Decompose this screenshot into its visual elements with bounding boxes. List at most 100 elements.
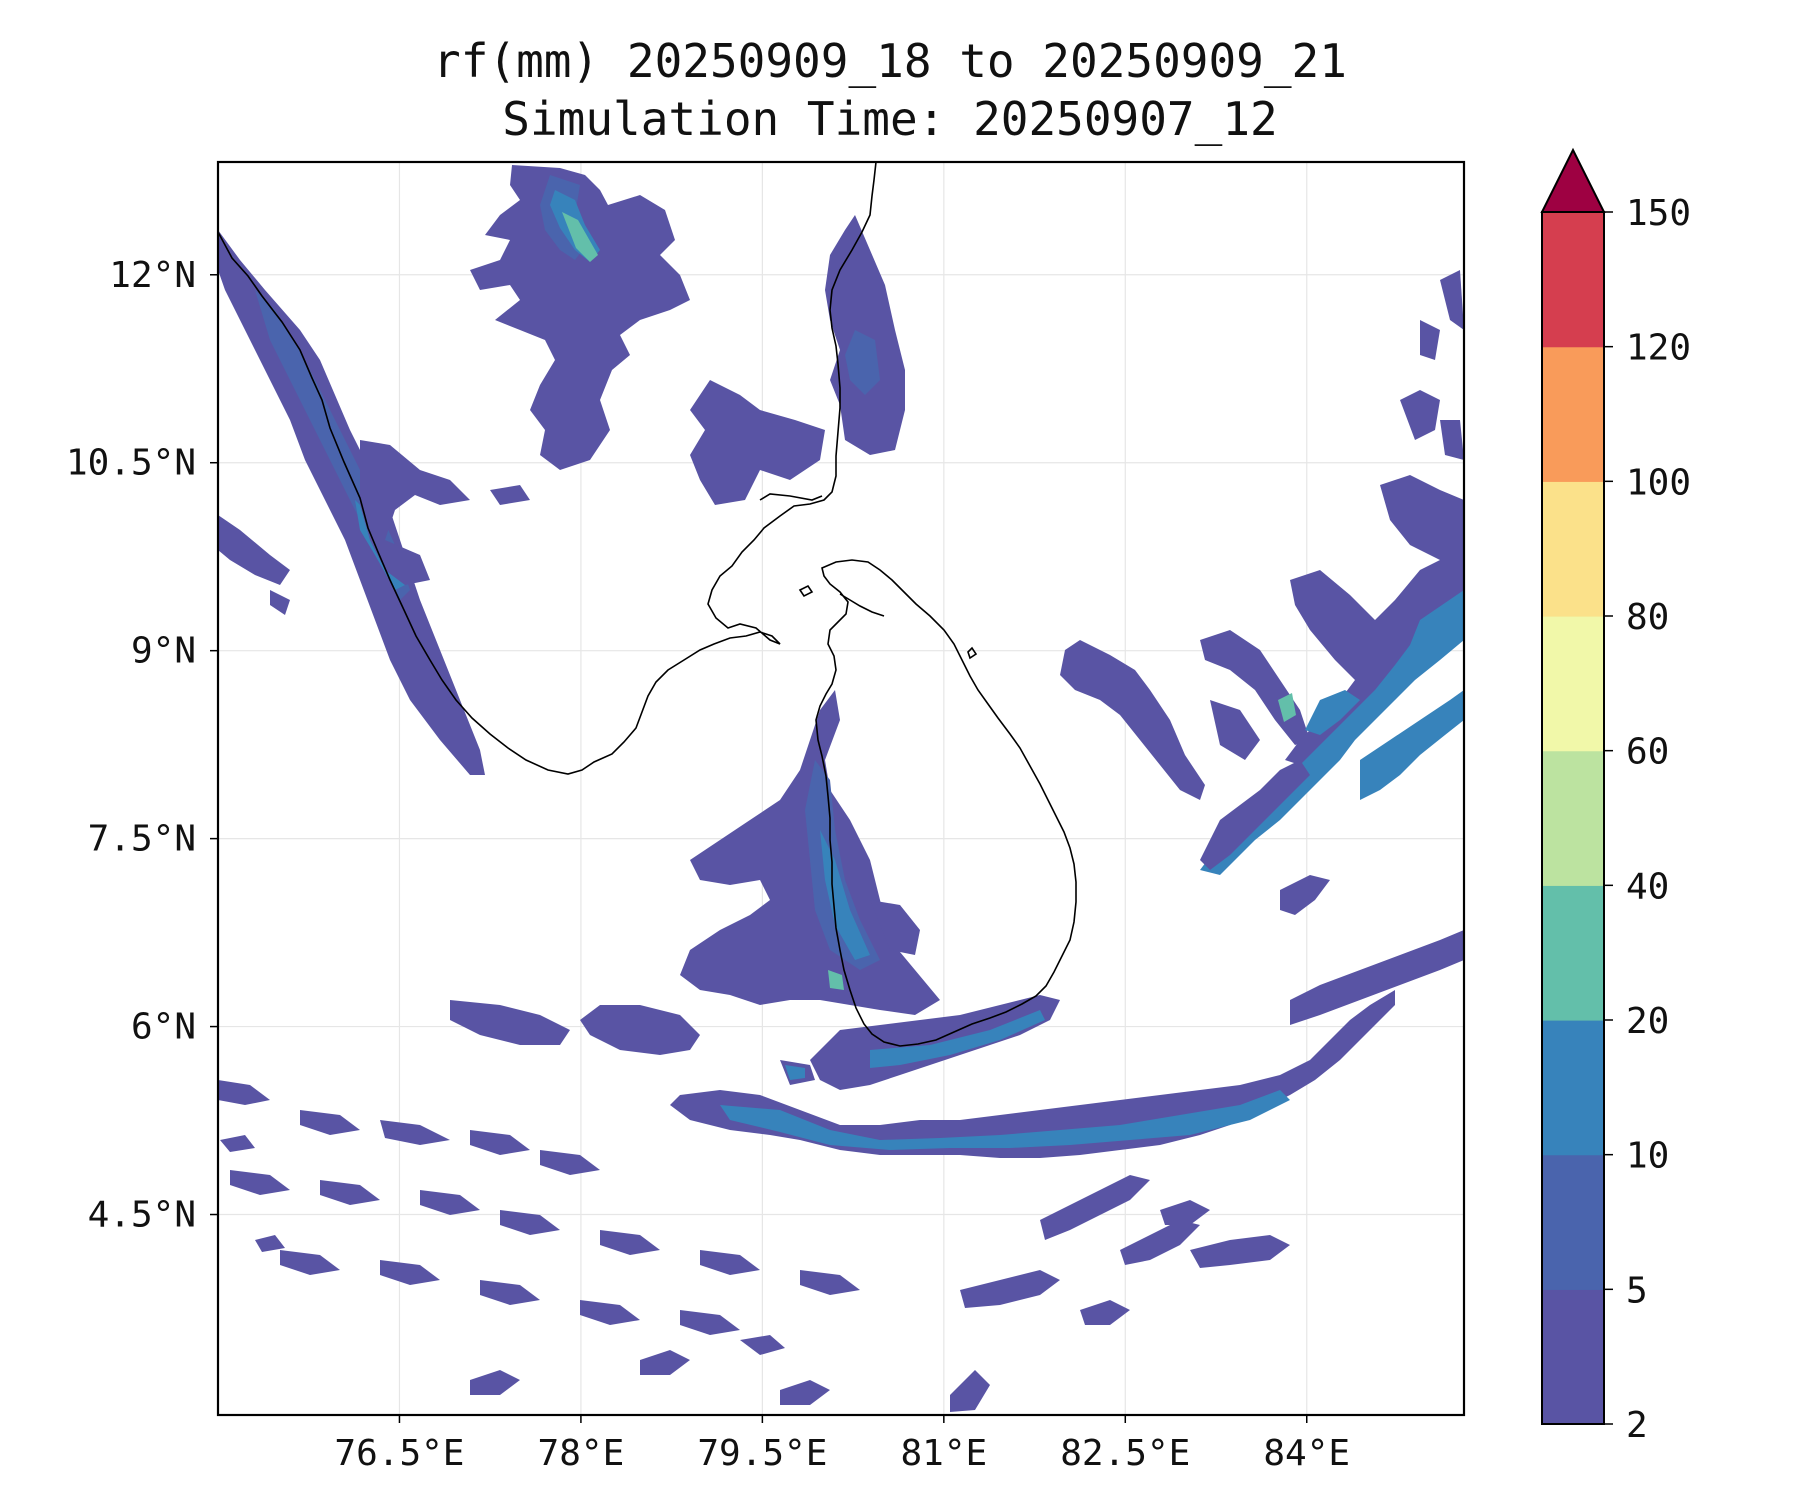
rain-patch (1420, 320, 1440, 360)
rain-patch (580, 1005, 700, 1055)
y-tick-label: 12°N (109, 255, 196, 296)
rain-patch (218, 1080, 270, 1105)
island-2 (967, 646, 978, 660)
rain-patch (1210, 700, 1260, 760)
rain-patch (500, 1210, 560, 1235)
rain-patch (1360, 690, 1464, 800)
colorbar-tick-label: 80 (1626, 597, 1669, 638)
rain-patch (828, 970, 844, 990)
rain-patch (740, 1335, 785, 1355)
colorbar-segment (1542, 346, 1604, 482)
rain-patch (562, 212, 598, 262)
x-tick-label: 76.5°E (334, 1433, 464, 1474)
colorbar-segment (1542, 1154, 1604, 1290)
rain-patch (1278, 693, 1296, 722)
map-axes: 76.5°E 78°E 79.5°E 81°E 82.5°E 84°E 12°N 10.5°N… (66, 255, 1350, 1474)
colorbar-segment (1542, 1020, 1604, 1156)
colorbar-tick-label: 150 (1626, 193, 1691, 234)
rain-patch (490, 485, 530, 505)
x-tick-label: 79.5°E (697, 1433, 827, 1474)
rain-patch (800, 1270, 860, 1295)
rain-patch (1080, 1300, 1130, 1325)
rain-patch (600, 1230, 660, 1255)
rain-patch (380, 1120, 450, 1145)
rain-patch (845, 330, 880, 395)
sri-lanka-inner-coast (839, 593, 885, 617)
rain-patch (870, 1010, 1045, 1068)
rain-patch (950, 1370, 990, 1412)
rain-patch (1290, 930, 1464, 1025)
island-1 (798, 584, 814, 598)
rain-patch (690, 380, 825, 505)
rain-patch (470, 165, 690, 470)
colorbar-tick-label: 120 (1626, 328, 1691, 369)
india-inner-coast (759, 493, 823, 501)
rain-patch (640, 1350, 690, 1375)
x-tick-label: 81°E (900, 1433, 987, 1474)
rain-patch (1400, 390, 1440, 440)
rain-patch (230, 1170, 290, 1195)
rain-patch (450, 1000, 570, 1045)
colorbar-frame (1541, 211, 1605, 1425)
rain-patch (870, 900, 920, 955)
rain-patch (480, 1280, 540, 1305)
rain-patch (470, 1370, 520, 1395)
y-tick-label: 10.5°N (66, 443, 196, 484)
map-title: rf(mm) 20250909_18 to 20250909_21 (433, 34, 1347, 88)
colorbar-segment (1542, 212, 1604, 348)
colorbar-segment (1542, 1289, 1604, 1425)
colorbar-tick-label: 2 (1626, 1405, 1648, 1446)
colorbar: 2 5 10 20 40 60 80 100 120 150 (1540, 147, 1691, 1446)
rain-patch (1280, 875, 1330, 915)
x-tick-label: 78°E (538, 1433, 625, 1474)
rain-patch (1160, 1200, 1210, 1225)
x-tick-label: 84°E (1263, 1433, 1350, 1474)
rain-patch (255, 1235, 285, 1252)
rain-patch (780, 1380, 830, 1405)
rain-patch (1380, 475, 1464, 560)
colorbar-tick-label: 40 (1626, 866, 1669, 907)
colorbar-segment (1542, 616, 1604, 752)
colorbar-extend-arrow (1540, 147, 1606, 213)
rain-patch (1060, 640, 1205, 800)
colorbar-segment (1542, 481, 1604, 617)
rain-patch (700, 1250, 760, 1275)
colorbar-tick-label: 100 (1626, 462, 1691, 503)
rain-patch (380, 1260, 440, 1285)
rain-patch (1120, 1220, 1200, 1265)
rain-patch (720, 1090, 1290, 1150)
rain-patch (680, 1310, 740, 1335)
y-tick-label: 4.5°N (88, 1195, 196, 1236)
rain-patch (805, 760, 880, 970)
rain-patch (280, 1250, 340, 1275)
sri-lanka-coastline (815, 559, 1077, 1047)
rain-patch (218, 515, 290, 585)
rain-patch (470, 1130, 530, 1155)
rain-patch (300, 1110, 360, 1135)
rain-patch (420, 1190, 480, 1215)
rain-patch (960, 1270, 1060, 1308)
rain-patch (220, 1135, 255, 1152)
y-tick-label: 7.5°N (88, 819, 196, 860)
y-tick-label: 6°N (131, 1007, 196, 1048)
colorbar-tick-label: 5 (1626, 1270, 1648, 1311)
india-coastline (218, 162, 877, 775)
rain-patch (1440, 420, 1464, 460)
rain-patch (1040, 1175, 1150, 1240)
rain-patch (320, 1180, 380, 1205)
rain-patch (270, 590, 290, 615)
plot-frame (216, 160, 1466, 1417)
rain-patch (1305, 690, 1360, 735)
colorbar-tick-label: 10 (1626, 1136, 1669, 1177)
coastlines (218, 162, 1077, 1047)
rain-patch (785, 1065, 805, 1080)
rain-patch (580, 1300, 640, 1325)
rain-patch (1440, 270, 1464, 330)
map-subtitle: Simulation Time: 20250907_12 (502, 92, 1278, 146)
x-tick-label: 82.5°E (1060, 1433, 1190, 1474)
y-tick-label: 9°N (131, 631, 196, 672)
rain-patch (1190, 1235, 1290, 1268)
colorbar-segment (1542, 750, 1604, 886)
